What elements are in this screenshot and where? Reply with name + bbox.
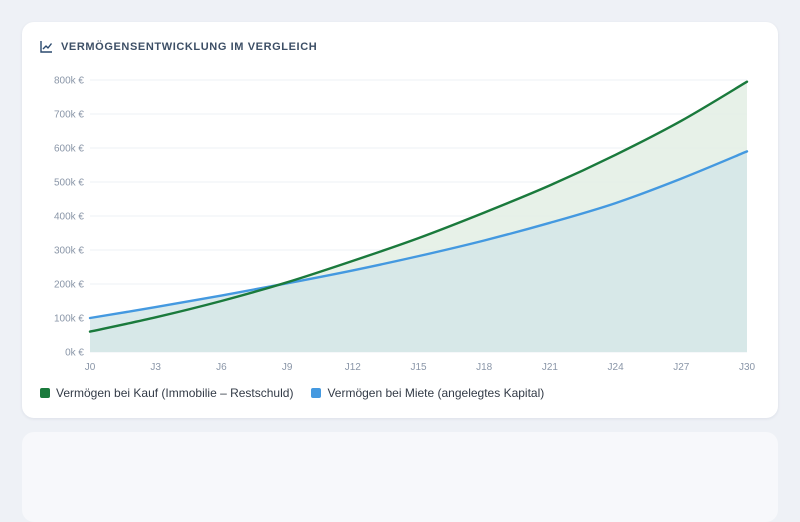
y-tick-label: 300k € (54, 246, 84, 257)
series-line-miete (88, 150, 749, 320)
area-chart: 0k € 100k € 200k € 300k € 400k € 500k € 600k €… (54, 76, 756, 374)
x-tick-label: J9 (282, 362, 293, 373)
y-tick-label: 600k € (54, 144, 84, 155)
series-line-kauf (88, 80, 749, 333)
legend-label-kauf: Vermögen bei Kauf (Immobilie – Restschul… (56, 386, 294, 400)
secondary-card (22, 432, 778, 522)
y-tick-label: 500k € (54, 178, 84, 189)
line-chart-icon (40, 40, 53, 53)
x-tick-label: J30 (739, 362, 756, 373)
y-tick-label: 0k € (65, 348, 84, 359)
y-tick-label: 200k € (54, 280, 84, 291)
y-tick-label: 800k € (54, 76, 84, 87)
x-tick-label: J27 (673, 362, 690, 373)
chart-legend: Vermögen bei Kauf (Immobilie – Restschul… (40, 386, 544, 400)
y-tick-label: 700k € (54, 110, 84, 121)
y-tick-label: 400k € (54, 212, 84, 223)
legend-swatch-miete (311, 388, 322, 398)
legend-label-miete: Vermögen bei Miete (angelegtes Kapital) (327, 386, 545, 400)
legend-item-miete[interactable]: Vermögen bei Miete (angelegtes Kapital) (311, 386, 544, 400)
legend-item-kauf[interactable]: Vermögen bei Kauf (Immobilie – Restschul… (40, 386, 293, 400)
card-header: VERMÖGENSENTWICKLUNG IM VERGLEICH (40, 40, 317, 53)
x-tick-label: J18 (476, 362, 493, 373)
x-tick-label: J12 (345, 362, 362, 373)
y-tick-label: 100k € (54, 314, 84, 325)
chart-card: VERMÖGENSENTWICKLUNG IM VERGLEICH 0k € 10… (22, 22, 778, 418)
area-fill-miete (90, 151, 747, 352)
card-title: VERMÖGENSENTWICKLUNG IM VERGLEICH (61, 40, 318, 53)
x-tick-label: J0 (85, 362, 96, 373)
legend-swatch-kauf (40, 388, 50, 398)
x-tick-label: J6 (216, 362, 227, 373)
x-tick-label: J3 (150, 362, 161, 373)
x-tick-label: J15 (410, 362, 427, 373)
x-tick-label: J24 (608, 362, 625, 373)
x-tick-label: J21 (542, 362, 559, 373)
